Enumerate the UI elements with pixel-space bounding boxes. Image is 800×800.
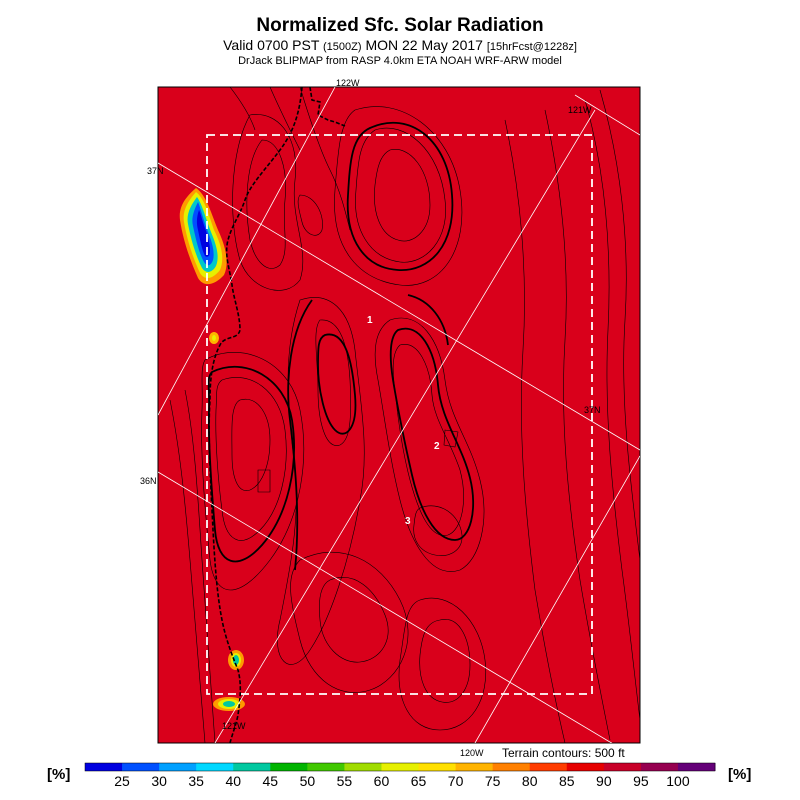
valid-prefix: Valid 0700 PST xyxy=(223,37,320,53)
legend-swatch xyxy=(344,763,382,771)
legend-tick-label: 70 xyxy=(448,773,464,789)
legend-tick-label: 95 xyxy=(633,773,649,789)
legend-swatch xyxy=(233,763,271,771)
lat-label-37n-left: 37N xyxy=(147,166,164,176)
lon-label-122w: 122W xyxy=(336,78,360,88)
legend-swatch xyxy=(85,763,123,771)
legend-tick-label: 45 xyxy=(263,773,279,789)
legend-ticks: 25 30 35 40 45 50 55 60 65 70 75 80 85 90 95 100 xyxy=(114,773,690,789)
legend-tick-label: 65 xyxy=(411,773,427,789)
legend-tick-label: 25 xyxy=(114,773,130,789)
legend-tick-label: 60 xyxy=(374,773,390,789)
legend-tick-label: 35 xyxy=(188,773,204,789)
legend-outline xyxy=(84,762,716,772)
legend-swatch xyxy=(381,763,420,771)
legend-tick-label: 40 xyxy=(225,773,241,789)
low-radiation-patch-north xyxy=(179,188,227,285)
legend-unit-left: [%] xyxy=(47,766,71,783)
lat-lon-grid xyxy=(158,87,640,743)
legend-tick-label: 75 xyxy=(485,773,501,789)
legend-tick-label: 50 xyxy=(300,773,316,789)
lon-label-121w-bottom: 121W xyxy=(222,721,246,731)
legend-swatch xyxy=(640,763,679,771)
legend-swatch xyxy=(307,763,345,771)
legend-swatch xyxy=(529,763,568,771)
legend-tick-label: 85 xyxy=(559,773,575,789)
utc-time: (1500Z) xyxy=(323,41,362,53)
legend-tick-label: 55 xyxy=(337,773,353,789)
map-title: Normalized Sfc. Solar Radiation xyxy=(256,15,544,36)
legend-swatch xyxy=(159,763,197,771)
legend-swatch xyxy=(122,763,160,771)
point-label-1: 1 xyxy=(367,315,373,326)
legend-unit-right: [%] xyxy=(728,766,752,783)
forecast-info: [15hrFcst@1228z] xyxy=(486,41,577,53)
model-source: DrJack BLIPMAP from RASP 4.0km ETA NOAH … xyxy=(238,55,562,67)
legend-swatch xyxy=(603,763,642,771)
legend-swatch xyxy=(677,763,716,771)
low-radiation-patch-south xyxy=(213,650,245,711)
legend-swatch xyxy=(270,763,308,771)
point-label-2: 2 xyxy=(434,441,440,452)
lon-label-121w-top: 121W xyxy=(568,105,592,115)
lat-label-37n-right: 37N xyxy=(584,405,601,415)
legend-swatch xyxy=(455,763,494,771)
legend-swatch xyxy=(196,763,234,771)
lon-label-120w: 120W xyxy=(460,748,484,758)
domain-boundary xyxy=(206,134,593,695)
legend-tick-label: 90 xyxy=(596,773,612,789)
color-legend xyxy=(84,762,716,772)
point-label-3: 3 xyxy=(405,516,411,527)
legend-swatch xyxy=(566,763,605,771)
legend-tick-label: 80 xyxy=(522,773,538,789)
lat-label-36n: 36N xyxy=(140,476,157,486)
legend-tick-label: 30 xyxy=(151,773,167,789)
valid-time-line: Valid 0700 PST (1500Z) MON 22 May 2017 [… xyxy=(0,37,800,53)
coastline xyxy=(208,87,346,743)
legend-swatch xyxy=(418,763,457,771)
legend-swatch xyxy=(492,763,531,771)
forecast-date: MON 22 May 2017 xyxy=(365,37,483,53)
terrain-contour-note: Terrain contours: 500 ft xyxy=(502,746,625,760)
legend-tick-label: 100 xyxy=(666,773,690,789)
low-radiation-patch-coast xyxy=(209,332,219,344)
